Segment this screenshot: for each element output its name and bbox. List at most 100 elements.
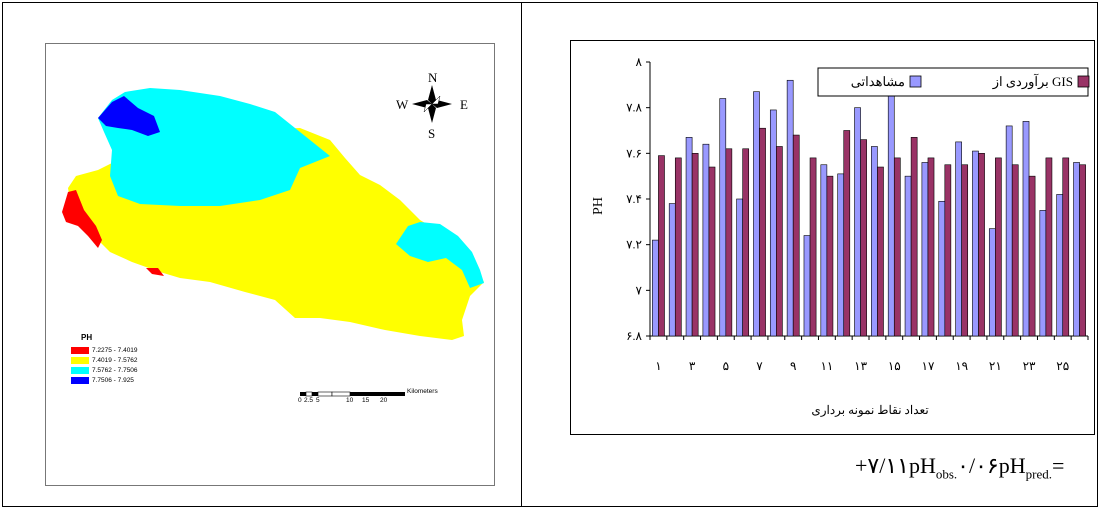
bar-observed [988, 228, 996, 337]
chart-panel [570, 40, 1095, 435]
map-region-red-small [146, 268, 164, 276]
bar-observed [769, 109, 777, 337]
legend-swatch-red [71, 346, 89, 354]
map-region-blue [98, 96, 160, 136]
bar-gis [725, 148, 733, 337]
bar-observed [685, 137, 693, 337]
bar-observed [887, 86, 895, 337]
bar-gis [1028, 175, 1036, 337]
compass-rose-icon [412, 85, 452, 123]
bar-gis [843, 130, 851, 337]
chart-xlabel: تعداد نقاط نمونه برداری [811, 403, 928, 417]
bar-gis [910, 137, 918, 337]
scale-tick-label: 2.5 [304, 397, 314, 404]
scale-tick-label: 5 [316, 397, 320, 404]
bar-observed [904, 175, 912, 337]
bar-gis [658, 155, 665, 337]
bar-gis [826, 175, 834, 337]
x-tick-label: ۹ [790, 359, 796, 373]
x-tick-label: ۲۳ [1023, 359, 1036, 373]
bar-gis [860, 139, 867, 337]
y-tick-label: ۶.۸ [626, 329, 642, 343]
bar-gis [776, 146, 783, 337]
legend-label-observed: مشاهداتی [851, 74, 905, 89]
equation-subscript: obs. [935, 466, 958, 482]
legend-range-label: 7.4019 - 7.5762 [92, 356, 138, 364]
bar-observed [1022, 121, 1030, 337]
bar-gis [708, 166, 716, 337]
map-region-cyan-east [396, 222, 484, 288]
compass-e-label: E [460, 97, 468, 112]
bar-gis [674, 157, 682, 337]
bar-gis [1062, 157, 1070, 337]
bar-gis [809, 157, 817, 337]
x-tick-label: ۲۱ [989, 359, 1002, 373]
bar-gis [995, 157, 1002, 337]
y-tick-label: ۸ [636, 55, 643, 69]
map-region-red-west [62, 190, 102, 248]
bar-gis [759, 127, 766, 337]
legend-swatch-cyan [71, 366, 89, 374]
chart-ylabel: PH [591, 197, 606, 215]
bar-gis [1011, 164, 1019, 337]
ph-map-panel [45, 43, 495, 486]
bar-gis [742, 148, 750, 337]
equation-part: ۰/۰۶pH [957, 453, 1026, 478]
legend-range-label: 7.5762 - 7.7506 [92, 366, 138, 374]
scale-bar [300, 391, 405, 397]
bar-observed [1005, 125, 1013, 337]
panel-divider [521, 2, 522, 507]
scale-tick-label: 15 [362, 397, 370, 404]
map-legend-item: 7.5762 - 7.7506 [71, 365, 138, 375]
legend-swatch-observed [909, 75, 922, 88]
bar-observed [955, 141, 962, 337]
legend-range-label: 7.7506 - 7.925 [92, 376, 134, 384]
legend-swatch-yellow [71, 356, 89, 364]
bar-observed [820, 164, 828, 337]
bar-observed [972, 150, 979, 337]
legend-swatch-gis [1077, 75, 1090, 88]
y-tick-label: ۷ [636, 283, 643, 297]
y-tick-label: ۷.۶ [626, 146, 642, 160]
equation-subscript: pred. [1025, 466, 1052, 482]
bar-observed [719, 98, 727, 337]
equation-part: +۷/۱۱pH [855, 453, 936, 478]
bar-gis [792, 134, 800, 337]
bar-gis [961, 164, 969, 337]
legend-label-gis: برآوردی از GIS [992, 73, 1073, 90]
bar-observed [1056, 194, 1064, 337]
compass-s-label: S [428, 126, 435, 141]
y-tick-label: ۷.۲ [626, 238, 642, 252]
bar-observed [938, 200, 946, 337]
legend-range-label: 7.2275 - 7.4019 [92, 346, 138, 354]
y-tick-label: ۷.۴ [626, 192, 642, 206]
x-tick-label: ۳ [689, 359, 696, 373]
chart-legend: مشاهداتی برآوردی از GIS [817, 67, 1090, 97]
x-tick-label: ۱۷ [922, 359, 935, 373]
map-legend-item: 7.4019 - 7.5762 [71, 355, 138, 365]
x-tick-label: ۱ [655, 359, 661, 373]
bar-gis [978, 153, 985, 337]
scale-tick-label: 0 [298, 397, 302, 404]
map-legend-item: 7.2275 - 7.4019 [71, 345, 138, 355]
map-region-cyan-north [98, 88, 330, 206]
bar-observed [786, 79, 794, 337]
bar-observed [668, 203, 676, 337]
bar-observed [736, 198, 743, 337]
x-tick-label: ۵ [723, 359, 729, 373]
x-tick-label: ۱۳ [854, 359, 867, 373]
scale-unit-label: Kilometers [407, 388, 438, 395]
bar-observed [854, 107, 861, 337]
x-tick-label: ۱۱ [820, 359, 833, 373]
legend-swatch-blue [71, 376, 89, 384]
scale-tick-label: 10 [346, 397, 354, 404]
bar-observed [871, 146, 878, 337]
x-tick-label: ۱۹ [955, 359, 968, 373]
map-legend-title: PH [81, 333, 93, 342]
bar-gis [893, 157, 901, 337]
x-tick-label: ۷ [756, 359, 763, 373]
x-tick-label: ۲۵ [1056, 359, 1069, 373]
regression-equation: +۷/۱۱pHobs.۰/۰۶pHpred.= [855, 453, 1064, 482]
